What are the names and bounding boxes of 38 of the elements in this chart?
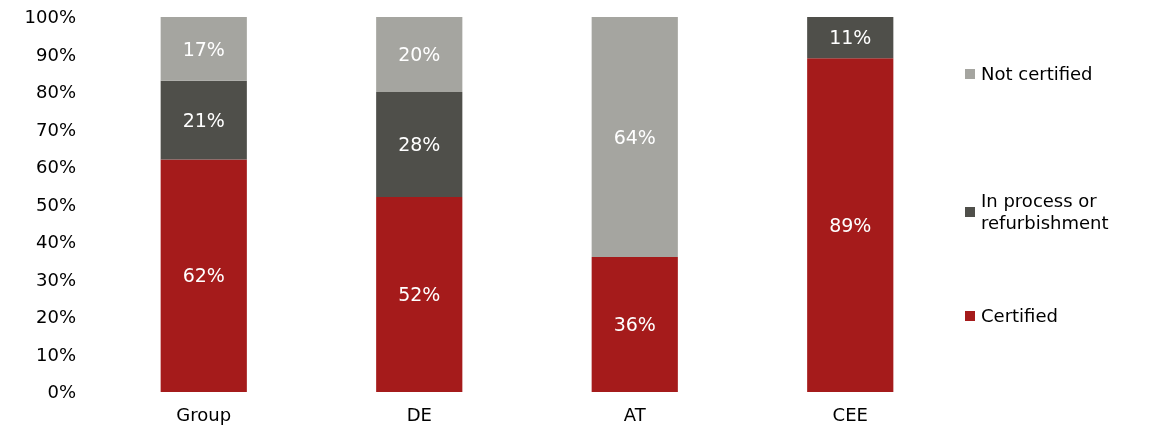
data-label: 17%	[182, 37, 225, 60]
data-label: 21%	[182, 108, 225, 131]
legend-label: Certified	[981, 305, 1058, 327]
bar	[160, 17, 247, 81]
data-label: 28%	[398, 133, 441, 156]
bar	[807, 58, 894, 392]
x-tick-label: AT	[623, 404, 647, 425]
y-tick-label: 90%	[35, 43, 76, 65]
data-label: 89%	[829, 213, 872, 236]
bar	[591, 17, 678, 257]
y-tick-label: 70%	[35, 118, 76, 140]
y-tick-label: 10%	[35, 343, 76, 365]
bar	[591, 257, 678, 392]
legend-label: In process or refurbishment	[981, 190, 1109, 233]
data-label: 64%	[613, 125, 656, 148]
bar	[376, 197, 463, 392]
bar	[160, 159, 247, 392]
y-tick-label: 80%	[35, 81, 76, 103]
bar	[376, 17, 463, 92]
y-tick-label: 20%	[35, 306, 76, 328]
x-tick-label: CEE	[832, 404, 868, 425]
y-tick-label: 0%	[47, 381, 76, 403]
x-tick-label: DE	[406, 404, 432, 425]
y-tick-label: 30%	[35, 268, 76, 290]
x-tick-label: Group	[176, 404, 232, 425]
y-tick-label: 50%	[35, 193, 76, 215]
legend-label: Not certified	[981, 63, 1093, 85]
data-label: 62%	[182, 264, 225, 287]
data-label: 36%	[613, 313, 656, 336]
data-label: 11%	[829, 26, 872, 49]
y-tick-label: 100%	[24, 6, 76, 28]
bar	[376, 92, 463, 197]
data-label: 20%	[398, 43, 441, 66]
y-tick-label: 60%	[35, 156, 76, 178]
bar	[807, 17, 894, 59]
bar	[160, 80, 247, 160]
data-label: 52%	[398, 283, 441, 306]
y-tick-label: 40%	[35, 231, 76, 253]
